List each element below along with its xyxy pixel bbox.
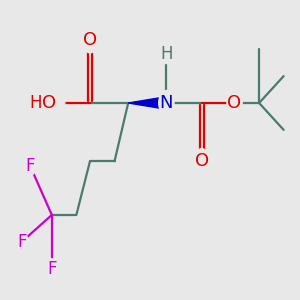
- Text: F: F: [17, 233, 27, 251]
- Circle shape: [46, 259, 58, 278]
- Text: H: H: [30, 94, 42, 112]
- Circle shape: [227, 90, 242, 116]
- Text: O: O: [42, 94, 56, 112]
- Text: H: H: [160, 45, 172, 63]
- Circle shape: [24, 156, 36, 176]
- Circle shape: [16, 232, 28, 252]
- Circle shape: [82, 28, 98, 53]
- Text: O: O: [195, 152, 209, 170]
- Polygon shape: [128, 97, 166, 109]
- Text: N: N: [160, 94, 173, 112]
- Text: O: O: [227, 94, 242, 112]
- Text: F: F: [47, 260, 57, 278]
- Text: O: O: [83, 31, 97, 49]
- Circle shape: [50, 90, 65, 116]
- Circle shape: [159, 90, 174, 116]
- Circle shape: [160, 44, 172, 64]
- Circle shape: [194, 149, 209, 174]
- Text: F: F: [25, 157, 35, 175]
